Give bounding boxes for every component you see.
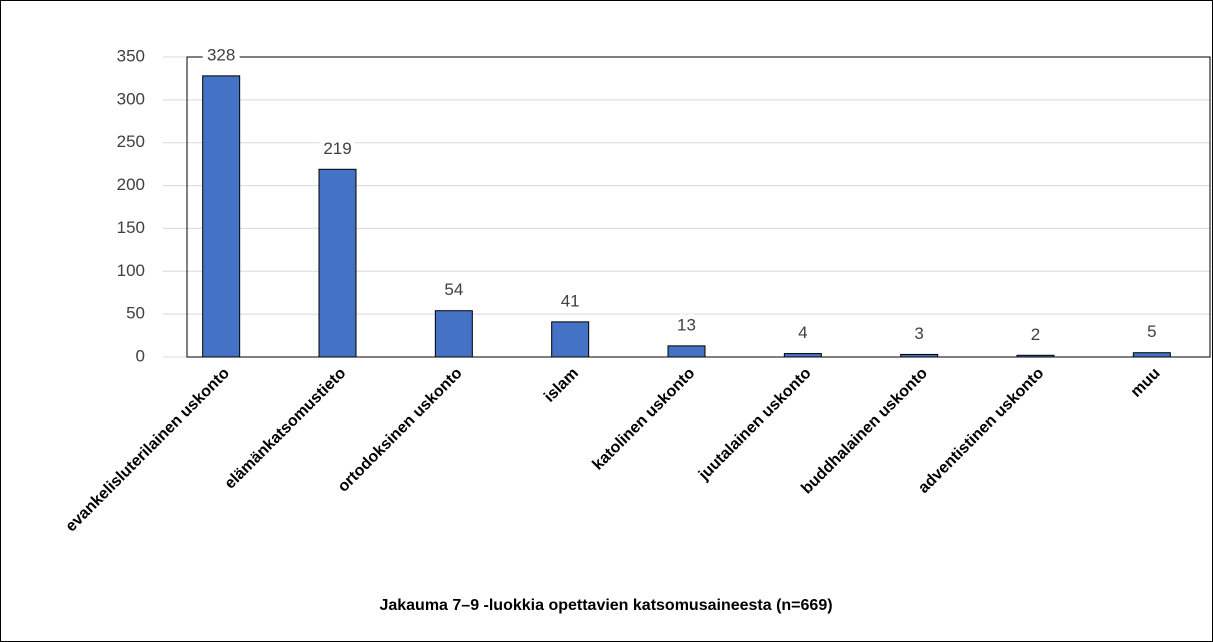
y-tick-label: 100 [117, 261, 145, 280]
bar [783, 353, 822, 358]
bar [434, 310, 473, 358]
bar [1016, 354, 1055, 358]
y-tick-label: 200 [117, 175, 145, 194]
y-tick-label: 150 [117, 218, 145, 237]
bar [551, 321, 590, 358]
data-label: 41 [561, 291, 580, 310]
data-label: 13 [677, 315, 696, 334]
bar [318, 168, 357, 358]
chart-title: Jakauma 7–9 -luokkia opettavien katsomus… [379, 597, 832, 614]
data-label: 4 [798, 323, 807, 342]
y-tick-label: 350 [117, 46, 145, 65]
data-label: 54 [444, 280, 463, 299]
y-tick-label: 50 [126, 304, 145, 323]
bar [202, 75, 241, 358]
data-label: 3 [914, 324, 923, 343]
data-label: 219 [323, 139, 351, 158]
y-tick-label: 0 [136, 346, 145, 365]
y-tick-label: 250 [117, 132, 145, 151]
bar [1132, 352, 1171, 358]
bar [667, 345, 706, 358]
data-label: 328 [207, 45, 235, 64]
bar [900, 353, 939, 358]
y-tick-label: 300 [117, 89, 145, 108]
data-label: 2 [1031, 325, 1040, 344]
data-label: 5 [1147, 322, 1156, 341]
